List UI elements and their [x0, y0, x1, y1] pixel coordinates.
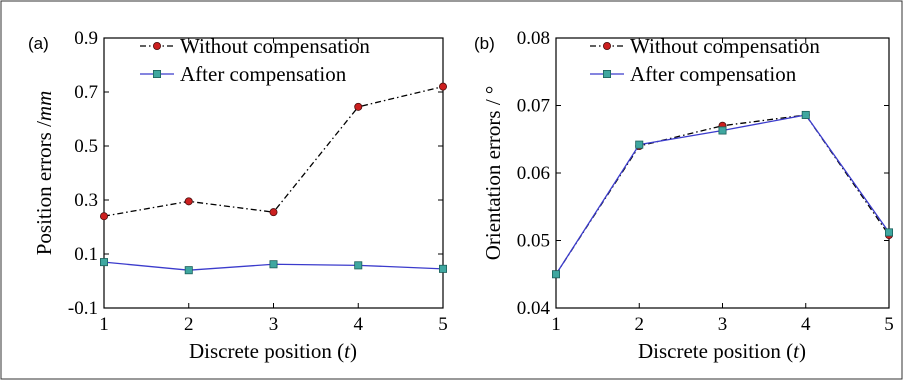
- data-point: [100, 258, 109, 267]
- series-lines: [100, 82, 447, 275]
- data-point: [438, 264, 447, 273]
- data-point: [354, 102, 363, 111]
- x-tick-label: 5: [884, 314, 894, 335]
- legend-marker: [152, 42, 161, 51]
- x-tick-label: 5: [438, 314, 448, 335]
- y-axis-title: Orientation errors / °: [481, 86, 505, 261]
- x-axis-title: Discrete position (t): [638, 339, 806, 363]
- data-point: [438, 82, 447, 91]
- legend-marker: [603, 42, 612, 51]
- y-axis-title: Position errors /mm: [32, 91, 56, 256]
- axis-ticks: -0.1 0.1 0.3 0.5 0.7 0.9 1 2 3 4 5: [68, 28, 448, 335]
- x-tick-label: 3: [269, 314, 279, 335]
- y-tick-label: 0.07: [517, 96, 550, 117]
- data-point: [184, 197, 193, 206]
- legend-marker: [603, 70, 612, 79]
- x-tick-label: 3: [718, 314, 728, 335]
- legend: Without compensation After compensation: [140, 34, 370, 86]
- panel-b: (b) 0.04 0.05 0.06 0.07 0.08 1 2 3 4 5 Without co…: [474, 28, 894, 363]
- data-point: [885, 228, 894, 237]
- data-point: [801, 110, 810, 119]
- y-tick-label: 0.1: [74, 244, 98, 265]
- legend-label: After compensation: [630, 62, 797, 86]
- data-point: [184, 266, 193, 275]
- data-point: [100, 212, 109, 221]
- data-point: [718, 126, 727, 135]
- legend-marker: [152, 70, 161, 79]
- legend-label: After compensation: [180, 62, 347, 86]
- x-tick-label: 4: [801, 314, 811, 335]
- y-tick-label: 0.7: [74, 82, 98, 103]
- data-point: [354, 261, 363, 270]
- panel-label: (a): [28, 34, 49, 53]
- series-lines: [552, 110, 894, 279]
- y-tick-label: 0.3: [74, 190, 98, 211]
- y-tick-label: 0.05: [517, 231, 550, 252]
- data-point: [269, 208, 278, 217]
- x-tick-label: 4: [354, 314, 364, 335]
- x-tick-label: 1: [551, 314, 561, 335]
- panel-label: (b): [474, 34, 495, 53]
- data-point: [552, 270, 561, 279]
- x-tick-label: 1: [99, 314, 109, 335]
- data-point: [635, 140, 644, 149]
- legend-label: Without compensation: [180, 34, 370, 58]
- legend: Without compensation After compensation: [590, 34, 820, 86]
- panel-a: (a) -0.1 0.1 0.3 0.5 0.7 0.9 1 2 3 4 5 Without com…: [28, 28, 448, 363]
- y-tick-label: -0.1: [68, 298, 98, 319]
- data-point: [269, 260, 278, 269]
- legend-label: Without compensation: [630, 34, 820, 58]
- y-tick-label: 0.06: [517, 163, 550, 184]
- y-tick-label: 0.04: [517, 298, 551, 319]
- x-tick-label: 2: [635, 314, 645, 335]
- y-tick-label: 0.08: [517, 28, 550, 49]
- x-axis-title: Discrete position (t): [189, 339, 357, 363]
- x-tick-label: 2: [184, 314, 194, 335]
- y-tick-label: 0.5: [74, 136, 98, 157]
- y-tick-label: 0.9: [74, 28, 98, 49]
- axis-ticks: 0.04 0.05 0.06 0.07 0.08 1 2 3 4 5: [517, 28, 894, 335]
